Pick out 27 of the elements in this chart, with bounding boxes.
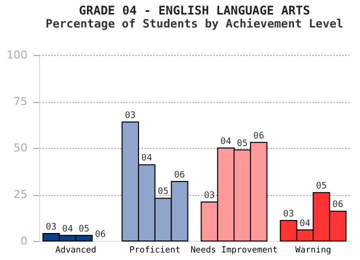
series-label: 03 bbox=[46, 222, 57, 233]
text: 04 bbox=[300, 218, 310, 229]
text: 04 bbox=[141, 154, 152, 164]
y-tick-label: 75 bbox=[14, 95, 28, 108]
series-label: 04 bbox=[62, 224, 74, 234]
text: 06 bbox=[95, 230, 106, 240]
text: 03 bbox=[124, 110, 136, 121]
text: 03 bbox=[283, 210, 294, 220]
chart-title: GRADE 04 - ENGLISH LANGUAGE ARTS bbox=[78, 4, 310, 18]
text: 05 bbox=[316, 182, 327, 192]
y-tick-label: 50 bbox=[14, 142, 28, 154]
y-tick-label: 25 bbox=[14, 188, 28, 201]
series-label: 05 bbox=[78, 224, 90, 234]
text: 03 bbox=[204, 190, 215, 201]
text: 06 bbox=[332, 200, 344, 210]
text: 05 bbox=[158, 187, 169, 198]
x-tick-label: Needs Improvement bbox=[190, 246, 278, 256]
x-tick-label: Proficient bbox=[129, 246, 181, 256]
text: 06 bbox=[253, 131, 264, 142]
text: 04 bbox=[220, 137, 232, 147]
text: 05 bbox=[236, 138, 248, 149]
chart-subtitle: Percentage of Students by Achievement Level bbox=[46, 16, 344, 30]
x-tick-label: Advanced bbox=[55, 246, 96, 256]
series-label: 06 bbox=[174, 170, 185, 180]
x-tick-label: Warning bbox=[295, 246, 332, 256]
y-tick-label: 0 bbox=[20, 234, 28, 248]
y-tick-label: 100 bbox=[6, 48, 28, 62]
